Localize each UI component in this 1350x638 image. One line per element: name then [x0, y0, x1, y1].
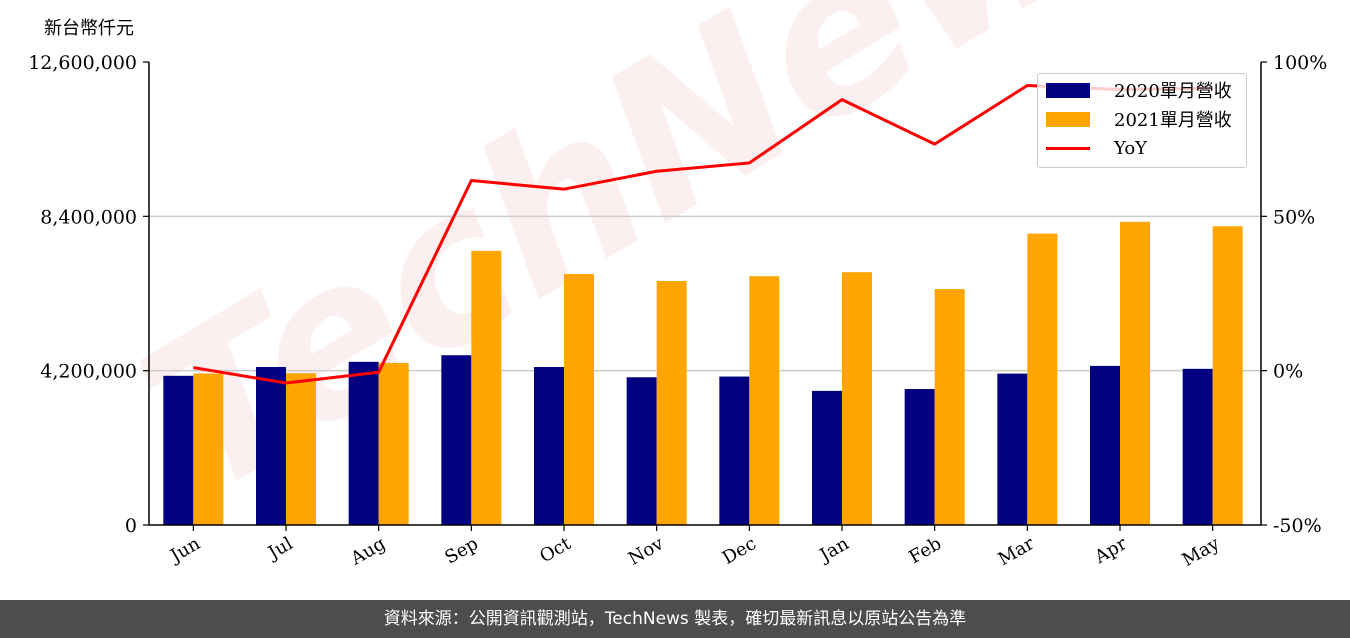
bar-2020-dec	[719, 376, 750, 525]
y-tick-label: 12,600,000	[28, 52, 137, 74]
bar-2021-nov	[656, 281, 687, 525]
bar-2020-sep	[441, 355, 472, 525]
x-tick-label-sep: Sep	[441, 533, 481, 568]
x-tick-label-apr: Apr	[1090, 533, 1130, 568]
bar-2020-jul	[256, 366, 286, 525]
y-axis-label: 新台幣仟元	[44, 18, 134, 39]
gridlines	[149, 215, 1261, 372]
legend-swatch-2021	[1046, 111, 1090, 127]
bar-2021-sep	[471, 250, 502, 525]
axes	[143, 61, 1267, 531]
source-footer: 資料來源：公開資訊觀測站，TechNews 製表，確切最新訊息以原站公告為準	[0, 600, 1350, 638]
bar-2021-mar	[1027, 233, 1058, 525]
legend-item-2021: 2021單月營收	[1046, 105, 1232, 133]
x-tick-label-jan: Jan	[815, 533, 853, 567]
x-tick-label-feb: Feb	[905, 533, 945, 568]
y-tick-label: 4,200,000	[40, 361, 137, 383]
bar-2021-jun	[193, 373, 224, 525]
bar-2021-aug	[378, 362, 409, 525]
bar-2021-dec	[749, 276, 780, 525]
bars	[163, 221, 1243, 525]
bar-2020-jun	[163, 375, 194, 525]
bar-2020-may	[1182, 368, 1213, 525]
bar-2021-feb	[934, 289, 965, 525]
bar-2020-aug	[348, 361, 379, 525]
y2-tick-label: 0%	[1273, 361, 1303, 383]
y-tick-label: 0	[125, 515, 137, 537]
legend-item-2020: 2020單月營收	[1046, 76, 1232, 104]
bar-2021-apr	[1120, 221, 1150, 525]
bar-2020-mar	[997, 373, 1028, 525]
legend-label-2021: 2021單月營收	[1114, 110, 1232, 131]
x-tick-label-nov: Nov	[625, 533, 668, 570]
bar-2020-apr	[1090, 365, 1120, 525]
x-tick-label-jul: Jul	[263, 533, 297, 565]
x-tick-label-oct: Oct	[536, 533, 575, 568]
legend-item-yoy: YoY	[1046, 134, 1147, 162]
legend-label-2020: 2020單月營收	[1114, 81, 1232, 102]
x-tick-label-may: May	[1179, 533, 1224, 571]
x-tick-label-mar: Mar	[995, 533, 1039, 570]
x-tick-label-aug: Aug	[347, 533, 390, 570]
bar-2021-jan	[842, 272, 872, 525]
bar-2020-jan	[812, 390, 842, 525]
y2-tick-label: 50%	[1273, 206, 1315, 228]
bar-2021-jul	[286, 373, 316, 525]
bar-2020-nov	[626, 377, 657, 525]
legend: 2020單月營收 2021單月營收 YoY	[1037, 73, 1247, 168]
bar-2021-oct	[564, 274, 594, 525]
x-tick-label-dec: Dec	[719, 533, 760, 569]
bar-2020-oct	[534, 366, 564, 525]
y2-tick-label: -50%	[1273, 515, 1322, 537]
legend-swatch-2020	[1046, 82, 1090, 98]
x-tick-label-jun: Jun	[165, 533, 204, 568]
legend-line-yoy	[1046, 146, 1090, 150]
legend-label-yoy: YoY	[1114, 137, 1148, 159]
bar-2021-may	[1212, 226, 1243, 525]
y-tick-label: 8,400,000	[40, 206, 137, 228]
y2-tick-label: 100%	[1273, 52, 1327, 74]
bar-2020-feb	[904, 389, 935, 525]
